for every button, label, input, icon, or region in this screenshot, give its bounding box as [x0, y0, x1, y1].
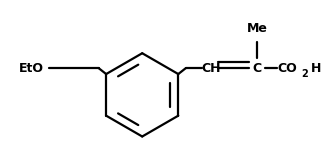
Text: C: C	[253, 62, 262, 75]
Text: CO: CO	[277, 62, 297, 75]
Text: EtO: EtO	[19, 62, 44, 75]
Text: 2: 2	[301, 69, 308, 79]
Text: Me: Me	[247, 22, 268, 35]
Text: CH: CH	[202, 62, 221, 75]
Text: H: H	[311, 62, 321, 75]
